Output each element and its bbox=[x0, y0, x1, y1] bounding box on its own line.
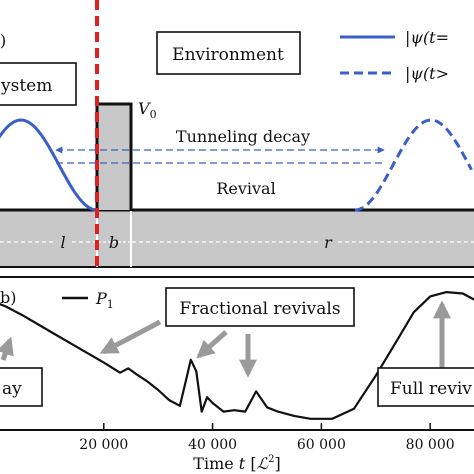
x-tick-label: 80 000 bbox=[406, 437, 455, 453]
fractional-revivals-label: Fractional revivals bbox=[179, 299, 340, 319]
arrow-decay bbox=[0, 336, 14, 361]
fractional-revivals-box bbox=[165, 287, 355, 327]
arrow-fractional-2 bbox=[196, 330, 228, 359]
full-revival-label: Full reviv bbox=[390, 379, 472, 399]
system-label-box bbox=[0, 62, 77, 106]
decay-label: ay bbox=[2, 379, 22, 399]
x-tick-label: 20 000 bbox=[79, 437, 128, 453]
x-axis-label-prefix: Time bbox=[193, 454, 239, 473]
bottom-panel: 20 000 40 000 60 000 80 000 Fractional revi… bbox=[0, 276, 474, 473]
arrow-fractional-1 bbox=[99, 319, 162, 355]
system-label: ystem bbox=[0, 76, 52, 96]
x-tick-label: 40 000 bbox=[188, 437, 237, 453]
p-subscript: 1 bbox=[107, 298, 114, 311]
revival-label: Revival bbox=[216, 179, 275, 198]
decay-box bbox=[0, 367, 43, 407]
x-axis-label-sup: 2 bbox=[268, 454, 274, 465]
legend-dashed-label: |ψ(t> bbox=[405, 64, 449, 83]
v-symbol: V bbox=[138, 99, 151, 118]
x-axis-label-var: t bbox=[239, 454, 246, 473]
legend-solid-label: |ψ(t= bbox=[405, 28, 449, 47]
legend-p1-label: P1 bbox=[95, 289, 114, 311]
environment-label: Environment bbox=[172, 45, 284, 65]
x-axis-label-open: [ bbox=[245, 454, 256, 473]
tunneling-label: Tunneling decay bbox=[176, 127, 310, 146]
x-tick-label: 60 000 bbox=[297, 437, 346, 453]
x-axis-label-unit: ℒ bbox=[257, 454, 269, 473]
barrier-height-label: V0 bbox=[138, 99, 157, 121]
bottom-panel-label: b) bbox=[0, 288, 16, 307]
region-r-label: r bbox=[324, 233, 333, 252]
x-axis-label-close: ] bbox=[274, 454, 280, 473]
top-panel: l b r Tunneling decay Revival V0 ystem E… bbox=[0, 0, 474, 268]
top-panel-label: ) bbox=[0, 31, 6, 50]
revived-wavefunction bbox=[354, 118, 473, 212]
p1-series-line bbox=[0, 291, 474, 420]
region-l-label: l bbox=[60, 233, 65, 252]
substrate-region bbox=[0, 210, 474, 267]
environment-label-box bbox=[156, 31, 301, 75]
x-axis-ticks: 20 000 40 000 60 000 80 000 bbox=[79, 423, 455, 453]
barrier bbox=[97, 104, 131, 210]
region-b-label: b bbox=[109, 233, 119, 252]
p-symbol: P bbox=[95, 289, 107, 308]
x-axis-label: Time t [ℒ2] bbox=[193, 454, 280, 473]
initial-wavefunction bbox=[0, 118, 98, 212]
barrier-outline bbox=[95, 102, 133, 210]
full-revival-box bbox=[377, 367, 474, 407]
v-subscript: 0 bbox=[150, 108, 157, 121]
